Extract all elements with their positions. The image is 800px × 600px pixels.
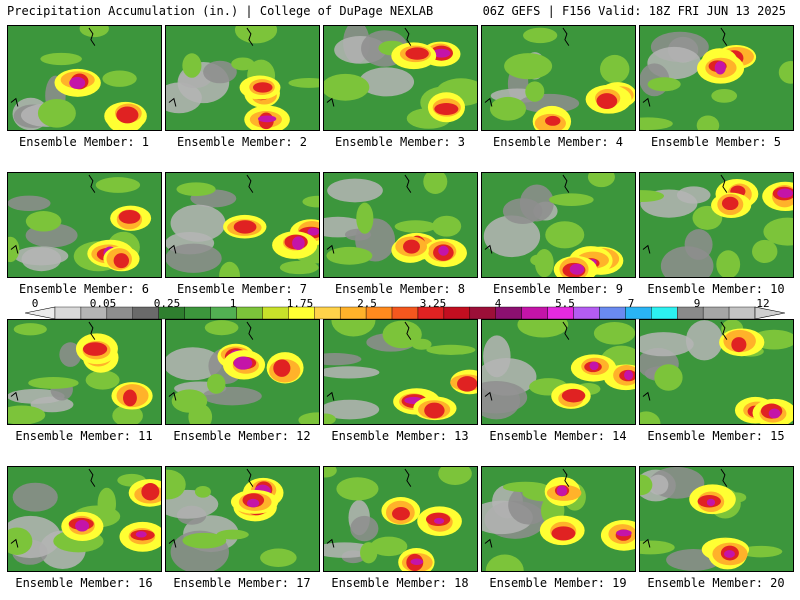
colorbar-tick-label: 3.25 bbox=[419, 297, 447, 310]
ensemble-member-3-map bbox=[323, 25, 478, 131]
colorbar-tick-label: 0 bbox=[31, 297, 39, 310]
ensemble-member-label: Ensemble Member: 18 bbox=[331, 576, 469, 590]
colorbar-tick-label: 1 bbox=[229, 297, 237, 310]
colorbar-tick-label: 2.5 bbox=[357, 297, 377, 310]
colorbar-swatch bbox=[236, 306, 263, 320]
colorbar-swatch bbox=[184, 306, 211, 320]
ensemble-member-label: Ensemble Member: 11 bbox=[15, 429, 153, 443]
ensemble-member-label: Ensemble Member: 19 bbox=[489, 576, 627, 590]
ensemble-member-label: Ensemble Member: 20 bbox=[647, 576, 785, 590]
ensemble-member-11-map bbox=[7, 319, 162, 425]
ensemble-member-20-map bbox=[639, 466, 794, 572]
colorbar-swatch bbox=[262, 306, 289, 320]
ensemble-member-1-map bbox=[7, 25, 162, 131]
ensemble-member-label: Ensemble Member: 9 bbox=[492, 282, 624, 296]
ensemble-member-6-map bbox=[7, 172, 162, 278]
colorbar-swatch bbox=[314, 306, 341, 320]
colorbar-swatch bbox=[573, 306, 600, 320]
precipitation-colorbar bbox=[25, 306, 785, 320]
ensemble-member-label: Ensemble Member: 15 bbox=[647, 429, 785, 443]
ensemble-member-17-map bbox=[165, 466, 320, 572]
colorbar-tick-label: 1.75 bbox=[286, 297, 314, 310]
ensemble-member-label: Ensemble Member: 5 bbox=[650, 135, 782, 149]
ensemble-member-label: Ensemble Member: 7 bbox=[176, 282, 308, 296]
ensemble-member-10-map bbox=[639, 172, 794, 278]
colorbar-tick-label: 5.5 bbox=[555, 297, 575, 310]
ensemble-member-label: Ensemble Member: 3 bbox=[334, 135, 466, 149]
colorbar-swatch bbox=[521, 306, 548, 320]
ensemble-member-label: Ensemble Member: 10 bbox=[647, 282, 785, 296]
colorbar-swatch bbox=[599, 306, 626, 320]
colorbar-swatch bbox=[54, 306, 82, 320]
colorbar-left-arrow bbox=[25, 306, 56, 320]
model-run-info: 06Z GEFS | F156 Valid: 18Z FRI JUN 13 20… bbox=[482, 4, 786, 18]
colorbar-swatch bbox=[728, 306, 756, 320]
colorbar-right-arrow bbox=[754, 306, 785, 320]
ensemble-member-2-map bbox=[165, 25, 320, 131]
ensemble-member-15-map bbox=[639, 319, 794, 425]
ensemble-member-4-map bbox=[481, 25, 636, 131]
ensemble-member-label: Ensemble Member: 4 bbox=[492, 135, 624, 149]
ensemble-member-label: Ensemble Member: 14 bbox=[489, 429, 627, 443]
ensemble-member-16-map bbox=[7, 466, 162, 572]
colorbar-tick-label: 9 bbox=[693, 297, 701, 310]
ensemble-member-18-map bbox=[323, 466, 478, 572]
ensemble-member-7-map bbox=[165, 172, 320, 278]
colorbar-swatch bbox=[651, 306, 678, 320]
ensemble-member-19-map bbox=[481, 466, 636, 572]
colorbar-swatch bbox=[443, 306, 471, 320]
ensemble-member-12-map bbox=[165, 319, 320, 425]
ensemble-member-label: Ensemble Member: 17 bbox=[173, 576, 311, 590]
colorbar-tick-label: 0.05 bbox=[89, 297, 117, 310]
colorbar-swatch bbox=[469, 306, 496, 320]
ensemble-member-label: Ensemble Member: 8 bbox=[334, 282, 466, 296]
ensemble-member-14-map bbox=[481, 319, 636, 425]
colorbar-swatch bbox=[702, 306, 730, 320]
ensemble-member-label: Ensemble Member: 13 bbox=[331, 429, 469, 443]
ensemble-member-label: Ensemble Member: 6 bbox=[18, 282, 150, 296]
colorbar-tick-label: 4 bbox=[494, 297, 502, 310]
ensemble-member-9-map bbox=[481, 172, 636, 278]
page-title: Precipitation Accumulation (in.) | Colle… bbox=[7, 4, 434, 18]
ensemble-member-5-map bbox=[639, 25, 794, 131]
ensemble-member-13-map bbox=[323, 319, 478, 425]
ensemble-member-label: Ensemble Member: 16 bbox=[15, 576, 153, 590]
ensemble-member-label: Ensemble Member: 12 bbox=[173, 429, 311, 443]
ensemble-member-8-map bbox=[323, 172, 478, 278]
colorbar-swatch bbox=[391, 306, 419, 320]
colorbar-tick-label: 12 bbox=[756, 297, 770, 310]
ensemble-member-label: Ensemble Member: 1 bbox=[18, 135, 150, 149]
colorbar-tick-label: 0.25 bbox=[153, 297, 181, 310]
ensemble-member-label: Ensemble Member: 2 bbox=[176, 135, 308, 149]
colorbar-tick-label: 7 bbox=[627, 297, 635, 310]
